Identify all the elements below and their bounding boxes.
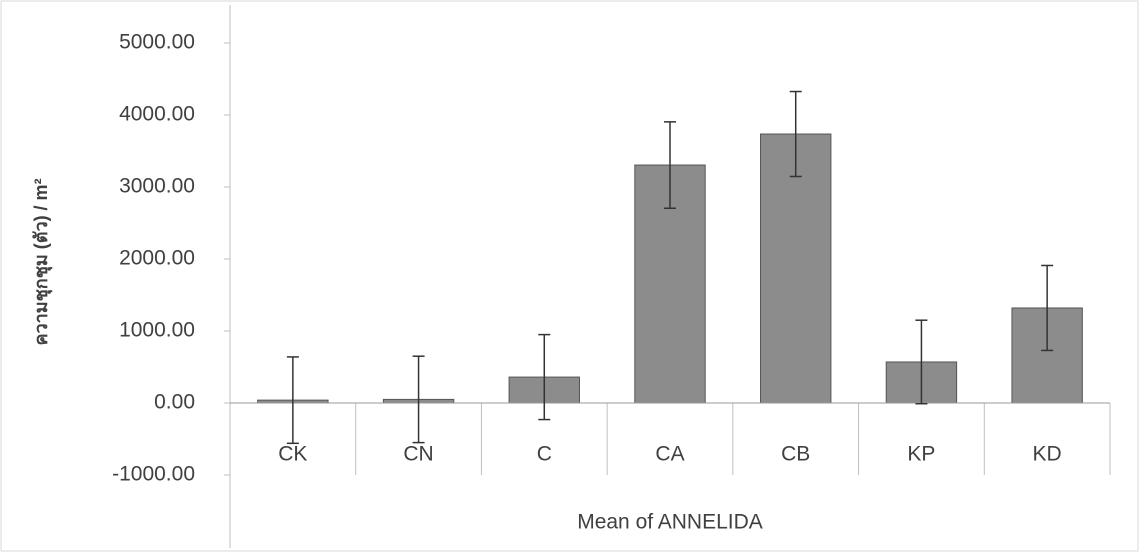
error-bar xyxy=(915,319,928,405)
x-tick-label: KP xyxy=(907,443,935,466)
error-bar xyxy=(412,355,425,444)
x-tick-label: CN xyxy=(403,443,433,466)
x-axis-title: Mean of ANNELIDA xyxy=(577,511,763,534)
y-tick-label: 5000.00 xyxy=(119,31,195,54)
y-tick-label: 3000.00 xyxy=(119,175,195,198)
error-bar xyxy=(664,121,676,209)
x-tick-label: CA xyxy=(655,443,684,466)
bar xyxy=(760,133,832,404)
x-tick-label: CK xyxy=(278,443,307,466)
x-tick-label: KD xyxy=(1033,443,1062,466)
error-bar xyxy=(1041,264,1054,352)
y-axis-title: ความชุกชุม (ตัว) / m² xyxy=(31,178,53,345)
y-tick-label: -1000.00 xyxy=(112,463,195,486)
y-tick-label: 4000.00 xyxy=(119,103,195,126)
x-tick-label: CB xyxy=(781,443,810,466)
error-bar xyxy=(538,333,551,421)
error-bar xyxy=(789,90,802,178)
x-tick-label: C xyxy=(537,443,552,466)
y-tick-label: 1000.00 xyxy=(119,319,195,342)
error-bar xyxy=(286,356,299,445)
y-tick-label: 2000.00 xyxy=(119,247,195,270)
y-tick-label: 0.00 xyxy=(154,391,195,414)
